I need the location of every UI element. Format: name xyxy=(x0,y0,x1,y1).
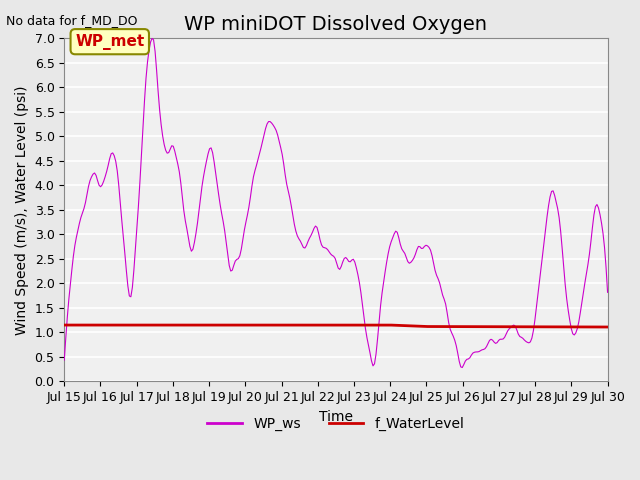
Text: WP_met: WP_met xyxy=(75,34,145,50)
X-axis label: Time: Time xyxy=(319,410,353,424)
Y-axis label: Wind Speed (m/s), Water Level (psi): Wind Speed (m/s), Water Level (psi) xyxy=(15,85,29,335)
Text: No data for f_MD_DO: No data for f_MD_DO xyxy=(6,14,138,27)
Title: WP miniDOT Dissolved Oxygen: WP miniDOT Dissolved Oxygen xyxy=(184,15,488,34)
Legend: WP_ws, f_WaterLevel: WP_ws, f_WaterLevel xyxy=(202,411,470,436)
